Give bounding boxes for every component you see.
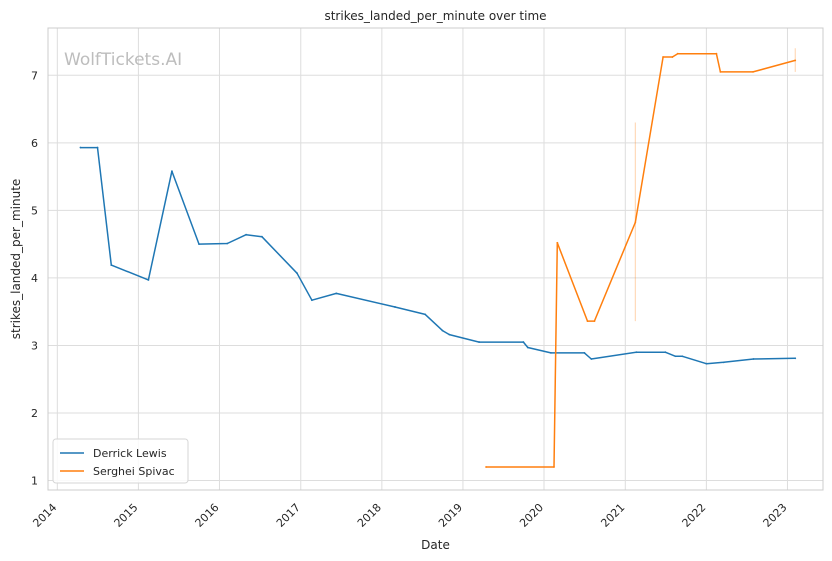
data-point-serghei-spivac (671, 56, 674, 58)
chart-title: strikes_landed_per_minute over time (324, 9, 546, 23)
y-axis-label: strikes_landed_per_minute (9, 179, 23, 340)
data-point-serghei-spivac (593, 320, 596, 323)
data-point-serghei-spivac (715, 52, 718, 55)
data-point-serghei-spivac (556, 241, 559, 244)
y-tick-label: 3 (31, 339, 38, 352)
data-point-derrick-lewis (110, 264, 113, 266)
data-point-derrick-lewis (664, 351, 667, 354)
data-point-derrick-lewis (424, 313, 427, 316)
legend-label-derrick-lewis: Derrick Lewis (93, 447, 167, 460)
y-tick-label: 2 (31, 407, 38, 420)
plot-frame (47, 27, 824, 491)
data-point-serghei-spivac (485, 466, 487, 468)
y-tick-label: 7 (31, 69, 38, 82)
data-point-serghei-spivac (586, 320, 589, 323)
data-point-derrick-lewis (681, 355, 684, 358)
data-point-derrick-lewis (226, 242, 229, 245)
data-point-serghei-spivac (634, 221, 637, 224)
legend-label-serghei-spivac: Serghei Spivac (93, 465, 175, 478)
data-point-derrick-lewis (296, 272, 298, 275)
data-point-derrick-lewis (674, 355, 677, 358)
data-point-derrick-lewis (478, 341, 481, 343)
data-point-derrick-lewis (752, 358, 755, 360)
legend: Derrick Lewis Serghei Spivac (52, 438, 189, 484)
data-point-derrick-lewis (96, 146, 99, 149)
data-point-derrick-lewis (526, 346, 529, 349)
data-point-derrick-lewis (522, 341, 525, 343)
data-point-derrick-lewis (335, 292, 338, 295)
data-point-serghei-spivac (553, 466, 555, 468)
data-point-derrick-lewis (448, 333, 451, 336)
data-point-derrick-lewis (635, 351, 638, 354)
watermark-text: WolfTickets.AI (64, 50, 182, 70)
data-point-serghei-spivac (662, 56, 664, 58)
x-axis-label: Date (421, 538, 450, 552)
data-point-derrick-lewis (171, 170, 173, 173)
data-point-derrick-lewis (705, 362, 708, 365)
data-point-derrick-lewis (261, 235, 263, 238)
data-point-serghei-spivac (794, 59, 797, 62)
data-point-derrick-lewis (310, 299, 313, 302)
data-point-derrick-lewis (794, 357, 797, 360)
data-point-derrick-lewis (198, 243, 200, 246)
data-point-derrick-lewis (394, 306, 396, 308)
data-point-derrick-lewis (147, 279, 150, 281)
data-point-serghei-spivac (676, 52, 679, 55)
data-point-serghei-spivac (752, 71, 754, 73)
data-point-derrick-lewis (79, 146, 82, 149)
series-layer (79, 48, 797, 468)
data-point-derrick-lewis (722, 361, 725, 364)
y-tick-label: 4 (31, 272, 38, 285)
y-tick-label: 5 (31, 204, 38, 217)
series-line-derrick-lewis (80, 146, 796, 365)
data-point-derrick-lewis (583, 351, 586, 354)
data-point-derrick-lewis (245, 233, 248, 236)
data-point-derrick-lewis (549, 351, 552, 354)
data-point-derrick-lewis (590, 358, 593, 360)
legend-box (52, 438, 189, 484)
data-point-serghei-spivac (719, 71, 722, 73)
data-point-derrick-lewis (441, 329, 444, 332)
y-tick-label: 1 (31, 475, 38, 488)
y-tick-label: 6 (31, 137, 38, 150)
grid (48, 28, 823, 490)
